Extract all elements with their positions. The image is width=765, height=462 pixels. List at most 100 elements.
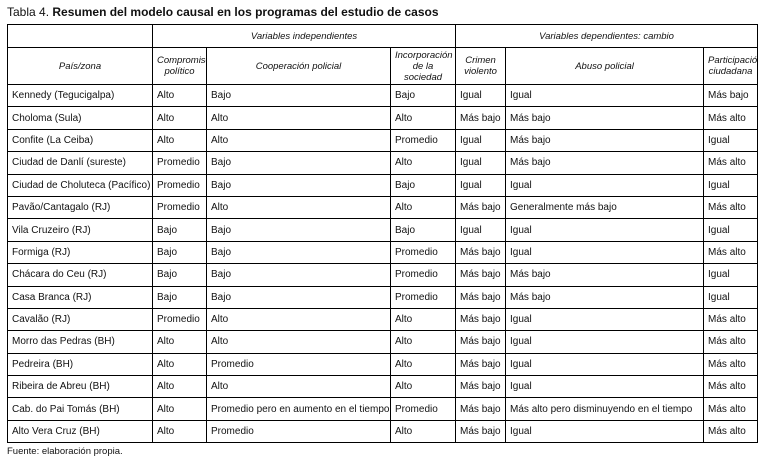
cell: Alto xyxy=(389,352,457,377)
cell: Igual xyxy=(505,419,705,444)
cell: Bajo xyxy=(152,285,207,309)
cell: Alto xyxy=(152,419,207,444)
row-label: Kennedy (Tegucigalpa) xyxy=(7,83,153,108)
cell: Más bajo xyxy=(505,285,705,309)
row-label: Choloma (Sula) xyxy=(7,106,153,130)
row-label: Ribeira de Abreu (BH) xyxy=(7,375,153,399)
cell: Más bajo xyxy=(505,151,705,175)
cell: Más bajo xyxy=(703,83,759,108)
cell: Más bajo xyxy=(505,263,705,287)
cell: Más bajo xyxy=(505,128,705,153)
cell: Más bajo xyxy=(455,195,507,220)
cell: Más bajo xyxy=(455,330,507,354)
cell: Promedio xyxy=(152,307,207,332)
cell: Más bajo xyxy=(505,106,705,130)
cell: Más alto xyxy=(703,240,759,265)
cell: Bajo xyxy=(152,218,207,242)
column-header: Crimen violento xyxy=(455,47,507,85)
table-row: Cab. do Pai Tomás (BH) Alto Promedio pero … xyxy=(7,397,759,421)
group-header: Variables independientes xyxy=(151,24,457,48)
row-label: Ciudad de Danlí (sureste) xyxy=(7,151,153,175)
row-label: Confite (La Ceiba) xyxy=(7,128,153,153)
cell: Igual xyxy=(505,352,705,377)
row-label: Chácara do Ceu (RJ) xyxy=(7,263,153,287)
column-header: Compromiso político xyxy=(152,47,207,85)
source-note: Fuente: elaboración propia. xyxy=(7,446,123,457)
cell: Alto xyxy=(152,83,207,108)
cell: Más bajo xyxy=(455,263,507,287)
cell: Promedio pero en aumento en el tiempo xyxy=(206,397,391,421)
row-label: Pedreira (BH) xyxy=(7,352,153,377)
row-label: Ciudad de Choluteca (Pacífico) xyxy=(7,173,153,197)
row-label: Cab. do Pai Tomás (BH) xyxy=(7,397,153,421)
cell: Alto xyxy=(389,330,457,354)
cell: Bajo xyxy=(389,83,457,108)
cell: Igual xyxy=(703,285,759,309)
row-label: Alto Vera Cruz (BH) xyxy=(7,419,153,444)
cell: Más alto xyxy=(703,375,759,399)
cell: Bajo xyxy=(389,173,457,197)
cell: Igual xyxy=(703,218,759,242)
cell: Bajo xyxy=(206,83,391,108)
cell: Alto xyxy=(389,419,457,444)
cell: Más bajo xyxy=(455,375,507,399)
cell: Alto xyxy=(389,195,457,220)
table: Variables independientes Variables depen… xyxy=(7,24,759,444)
table-row: Pedreira (BH) Alto Promedio Alto Más bajo Igu… xyxy=(7,352,759,377)
cell: Más alto pero disminuyendo en el tiempo xyxy=(505,397,705,421)
table-row: Casa Branca (RJ) Bajo Bajo Promedio Más bajo… xyxy=(7,285,759,309)
cell: Bajo xyxy=(206,285,391,309)
caption-text: Resumen del modelo causal en los program… xyxy=(52,5,439,19)
cell: Bajo xyxy=(152,240,207,265)
row-label: Vila Cruzeiro (RJ) xyxy=(7,218,153,242)
table-row: Pavão/Cantagalo (RJ) Promedio Alto Alto Más … xyxy=(7,195,759,220)
caption-label: Tabla 4. xyxy=(7,5,50,19)
cell: Bajo xyxy=(206,173,391,197)
cell: Promedio xyxy=(152,151,207,175)
cell: Promedio xyxy=(389,128,457,153)
table-row: Chácara do Ceu (RJ) Bajo Bajo Promedio Más b… xyxy=(7,263,759,287)
cell: Bajo xyxy=(206,263,391,287)
cell: Más bajo xyxy=(455,397,507,421)
cell: Más alto xyxy=(703,397,759,421)
cell: Más bajo xyxy=(455,307,507,332)
column-header: Abuso policial xyxy=(505,47,705,85)
cell: Más alto xyxy=(703,151,759,175)
cell: Promedio xyxy=(152,195,207,220)
cell: Alto xyxy=(389,307,457,332)
cell: Alto xyxy=(152,330,207,354)
cell: Alto xyxy=(152,375,207,399)
cell: Igual xyxy=(505,330,705,354)
table-row: Ciudad de Choluteca (Pacífico) Promedio Ba… xyxy=(7,173,759,197)
cell: Igual xyxy=(505,240,705,265)
cell: Alto xyxy=(206,330,391,354)
table-row: Kennedy (Tegucigalpa) Alto Bajo Bajo Igual Ig… xyxy=(7,83,759,108)
row-label: Cavalão (RJ) xyxy=(7,307,153,332)
table-row: Ribeira de Abreu (BH) Alto Alto Alto Más baj… xyxy=(7,375,759,399)
table-row: Morro das Pedras (BH) Alto Alto Alto Más baj… xyxy=(7,330,759,354)
cell: Igual xyxy=(505,307,705,332)
group-header: Variables dependientes: cambio xyxy=(455,24,759,48)
column-header: País/zona xyxy=(7,47,153,85)
cell: Más bajo xyxy=(455,106,507,130)
cell: Alto xyxy=(389,375,457,399)
cell: Más bajo xyxy=(455,419,507,444)
cell: Más bajo xyxy=(455,285,507,309)
cell: Más alto xyxy=(703,106,759,130)
column-header: Incorporación de la sociedad xyxy=(389,47,457,85)
cell: Promedio xyxy=(389,240,457,265)
table-row: Cavalão (RJ) Promedio Alto Alto Más bajo Igua… xyxy=(7,307,759,332)
cell: Alto xyxy=(206,375,391,399)
cell: Más alto xyxy=(703,307,759,332)
table-body: Kennedy (Tegucigalpa) Alto Bajo Bajo Igual Ig… xyxy=(7,83,759,444)
cell: Más bajo xyxy=(455,240,507,265)
cell: Bajo xyxy=(152,263,207,287)
cell: Promedio xyxy=(206,352,391,377)
cell: Igual xyxy=(703,128,759,153)
row-label: Casa Branca (RJ) xyxy=(7,285,153,309)
table-row: Confite (La Ceiba) Alto Alto Promedio Igual M… xyxy=(7,128,759,153)
table-row: Formiga (RJ) Bajo Bajo Promedio Más bajo Igua… xyxy=(7,240,759,265)
cell: Promedio xyxy=(389,397,457,421)
cell: Igual xyxy=(505,83,705,108)
